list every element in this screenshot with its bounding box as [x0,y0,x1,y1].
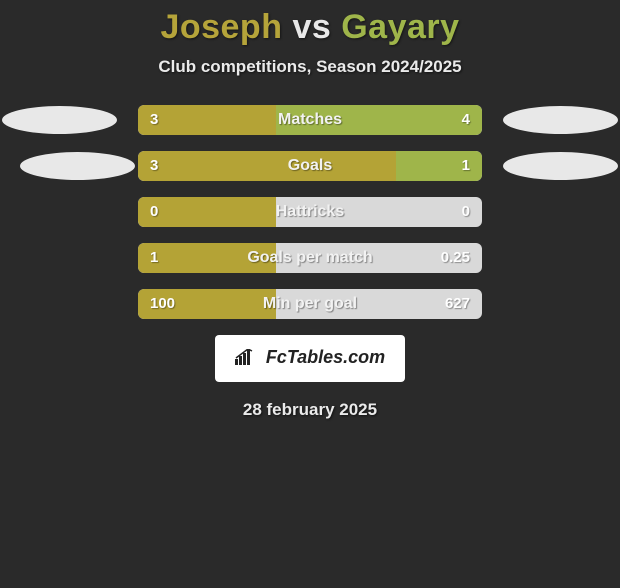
subtitle: Club competitions, Season 2024/2025 [0,57,620,77]
stat-label: Hattricks [138,197,482,227]
stat-bar: 34Matches [138,105,482,135]
player2-ellipse-icon [503,152,618,180]
chart-icon [235,349,255,370]
stat-label: Goals per match [138,243,482,273]
source-badge: FcTables.com [215,335,405,382]
player1-ellipse-icon [20,152,135,180]
stat-bar: 10.25Goals per match [138,243,482,273]
badge-wrap: FcTables.com [0,335,620,382]
stat-label: Matches [138,105,482,135]
stat-row: 00Hattricks [0,197,620,227]
stat-bar: 00Hattricks [138,197,482,227]
stats-container: 34Matches 31Goals 00Hattricks 10.25Goals pe… [0,105,620,319]
stat-row: 34Matches [0,105,620,135]
player1-name: Joseph [160,8,282,46]
stat-label: Min per goal [138,289,482,319]
player1-ellipse-icon [2,106,117,134]
vs-text: vs [292,8,331,46]
date-text: 28 february 2025 [0,400,620,420]
stat-row: 31Goals [0,151,620,181]
player2-ellipse-icon [503,106,618,134]
player2-name: Gayary [341,8,459,46]
badge-text: FcTables.com [266,347,385,367]
comparison-title: Joseph vs Gayary [0,8,620,47]
stat-bar: 100627Min per goal [138,289,482,319]
stat-row: 100627Min per goal [0,289,620,319]
stat-row: 10.25Goals per match [0,243,620,273]
stat-bar: 31Goals [138,151,482,181]
stat-label: Goals [138,151,482,181]
